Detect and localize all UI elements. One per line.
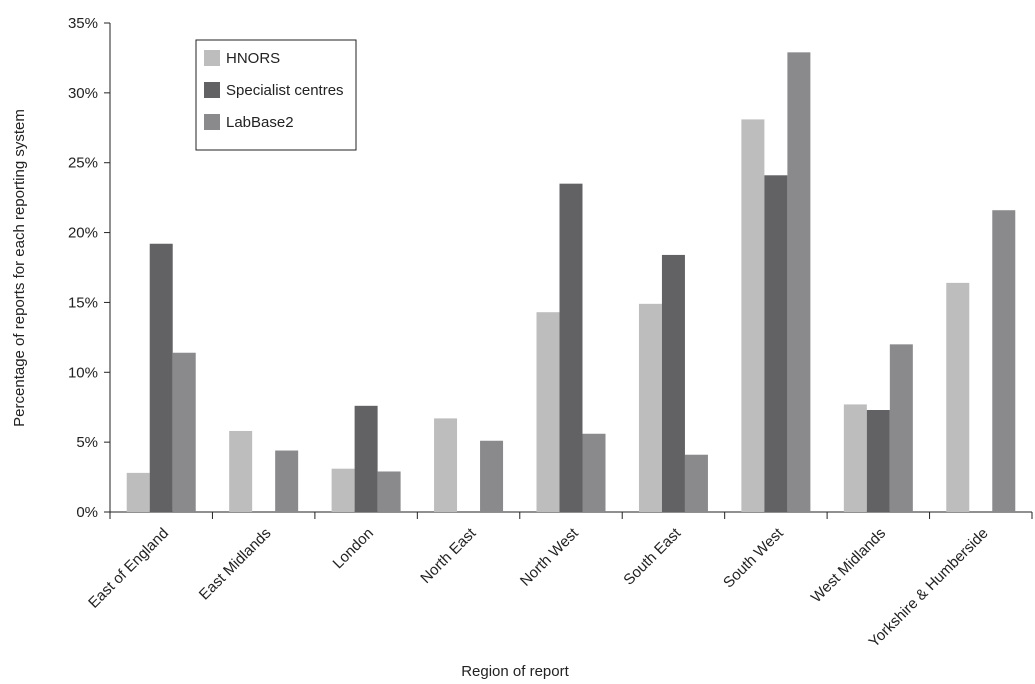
bar <box>126 472 150 512</box>
bar <box>149 243 173 512</box>
bar <box>582 433 606 512</box>
x-tick-label: South West <box>720 524 787 591</box>
y-tick-label: 5% <box>76 434 98 451</box>
bar <box>787 52 811 513</box>
x-tick-label: West Midlands <box>808 525 889 606</box>
bar <box>229 430 253 512</box>
bar <box>536 312 560 512</box>
bar <box>638 303 662 512</box>
bar <box>866 410 890 512</box>
bar <box>172 352 196 512</box>
y-tick-label: 25% <box>68 155 98 172</box>
x-tick-label: London <box>330 525 377 572</box>
y-tick-label: 35% <box>68 15 98 32</box>
legend-swatch <box>204 82 220 98</box>
legend-swatch <box>204 50 220 66</box>
bar <box>331 468 355 512</box>
legend-label: Specialist centres <box>226 82 344 99</box>
x-tick-label: North West <box>517 524 582 589</box>
x-tick-label: South East <box>620 524 684 588</box>
y-tick-label: 0% <box>76 504 98 521</box>
bar <box>992 210 1016 512</box>
y-tick-label: 30% <box>68 85 98 102</box>
y-tick-label: 20% <box>68 225 98 242</box>
legend-box <box>195 39 357 151</box>
bar <box>377 471 401 512</box>
bar <box>843 404 867 512</box>
y-tick-label: 10% <box>68 364 98 381</box>
bar <box>661 254 685 512</box>
bar <box>684 454 708 512</box>
bar <box>275 450 299 512</box>
x-tick-label: Yorkshire & Humberside <box>866 525 992 651</box>
x-tick-label: East Midlands <box>196 525 275 604</box>
bar <box>480 440 504 512</box>
legend-label: LabBase2 <box>226 114 294 131</box>
legend-swatch <box>204 114 220 130</box>
bar <box>764 175 788 512</box>
bar <box>741 119 765 512</box>
y-tick-label: 15% <box>68 294 98 311</box>
x-axis-title: Region of report <box>461 663 569 680</box>
x-tick-label: North East <box>417 524 480 587</box>
bar <box>434 418 458 512</box>
bar <box>354 405 378 512</box>
bar <box>946 282 970 512</box>
y-axis-title: Percentage of reports for each reporting… <box>11 109 28 427</box>
legend-label: HNORS <box>226 50 280 67</box>
bar <box>559 183 583 512</box>
x-tick-label: East of England <box>85 525 172 612</box>
bar <box>889 344 913 512</box>
